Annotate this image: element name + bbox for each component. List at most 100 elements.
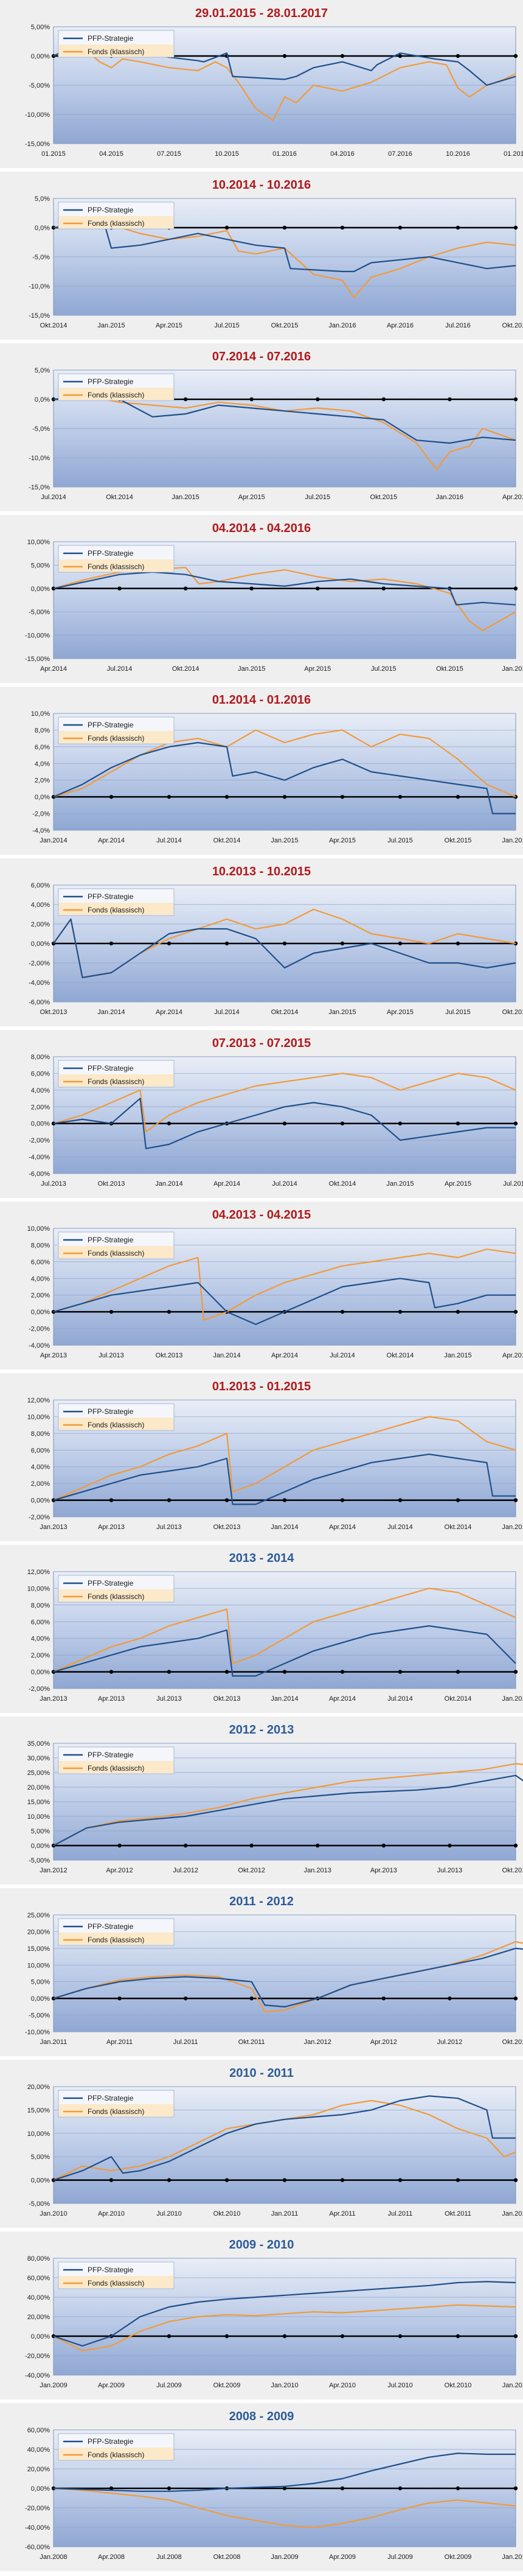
legend-entry: PFP-Strategie xyxy=(88,1751,134,1759)
zero-marker xyxy=(282,1498,287,1502)
x-tick-label: Jan.2015 xyxy=(172,494,199,501)
zero-marker xyxy=(513,1498,518,1502)
chart-title: 2011 - 2012 xyxy=(229,1895,294,1908)
x-tick-label: Jul.2012 xyxy=(173,1867,198,1874)
y-tick-label: -4,00% xyxy=(29,1154,50,1161)
y-tick-label: 20,00% xyxy=(27,2084,50,2091)
x-tick-label: Okt.2010 xyxy=(213,2210,241,2217)
legend-band xyxy=(59,1933,173,1945)
legend-entry: PFP-Strategie xyxy=(88,1407,134,1416)
y-tick-label: -2,00% xyxy=(29,960,50,967)
y-tick-label: 2,00% xyxy=(31,1292,50,1300)
y-tick-label: -4,00% xyxy=(29,1342,50,1349)
x-tick-label: Jul.2016 xyxy=(445,322,471,329)
x-tick-label: Apr.2014 xyxy=(40,665,67,673)
chart-title: 01.2013 - 01.2015 xyxy=(212,1380,311,1393)
chart-panel: 29.01.2015 - 28.01.2017 5,00% 0,00% -5,00% -… xyxy=(0,0,523,168)
series-line-strategy xyxy=(53,2095,516,2181)
zero-marker xyxy=(224,2178,229,2182)
y-tick-label: -2,00% xyxy=(29,1685,50,1693)
y-tick-label: 4,00% xyxy=(31,901,50,909)
x-tick-label: Okt.2010 xyxy=(445,2382,472,2389)
chart-title: 07.2013 - 07.2015 xyxy=(212,1037,311,1050)
y-tick-label: -10,00% xyxy=(25,2029,50,2036)
series-line-fund xyxy=(53,1073,516,1133)
series-line-strategy xyxy=(53,1454,516,1505)
x-tick-label: Okt.2015 xyxy=(271,322,299,329)
x-tick-label: Jul.2012 xyxy=(437,2039,463,2046)
x-tick-label: Jan.2013 xyxy=(40,1524,67,1531)
x-tick-label: Jan.2013 xyxy=(40,1695,67,1703)
chart-panel: 04.2014 - 04.2016 10,00% 5,00% 0,00% -5,00% -… xyxy=(0,515,523,683)
x-tick-label: 01.2017 xyxy=(504,150,523,158)
x-tick-label: 04.2016 xyxy=(330,150,355,158)
legend-band xyxy=(59,388,173,400)
x-tick-label: Okt.2014 xyxy=(271,1009,299,1016)
y-tick-label: 15,00% xyxy=(27,1799,50,1806)
chart-panel: 07.2014 - 07.2016 5,0% 0,0% -5,0% -10,0% -15,… xyxy=(0,343,523,511)
x-tick-label: Apr.2015 xyxy=(156,322,182,329)
y-tick-label: 2,00% xyxy=(31,921,50,928)
x-tick-label: Jul.2013 xyxy=(99,1352,124,1359)
x-tick-label: Okt.2013 xyxy=(213,1695,241,1703)
y-tick-label: 15,00% xyxy=(27,2107,50,2114)
zero-marker xyxy=(448,1843,452,1848)
series-line-fund xyxy=(53,1416,516,1501)
zero-marker xyxy=(455,1670,460,1674)
y-tick-label: -15,0% xyxy=(29,484,50,491)
zero-marker xyxy=(109,941,114,946)
legend-entry: Fonds (klassisch) xyxy=(88,906,144,914)
zero-marker xyxy=(117,1996,122,2001)
y-tick-label: -15,00% xyxy=(25,656,50,663)
x-tick-label: Okt.2008 xyxy=(213,2553,241,2561)
x-tick-label: Jan.2012 xyxy=(40,1867,67,1874)
y-tick-label: -5,00% xyxy=(29,1857,50,1864)
x-tick-label: Apr.2015 xyxy=(304,665,331,673)
legend-entry: PFP-Strategie xyxy=(88,892,134,901)
legend-entry: PFP-Strategie xyxy=(88,2094,134,2102)
x-tick-label: Okt.2013 xyxy=(40,1009,68,1016)
zero-marker xyxy=(167,2178,171,2182)
x-tick-label: 04.2015 xyxy=(99,150,123,158)
y-tick-label: -6,00% xyxy=(29,1171,50,1178)
legend-entry: PFP-Strategie xyxy=(88,2437,134,2446)
y-tick-label: 6,00% xyxy=(31,1447,50,1454)
x-tick-label: Jul.2014 xyxy=(387,1524,413,1531)
y-tick-label: -2,00% xyxy=(29,1326,50,1333)
zero-marker xyxy=(398,225,403,230)
x-tick-label: Apr.2014 xyxy=(156,1009,182,1016)
legend-entry: Fonds (klassisch) xyxy=(88,1077,144,1086)
x-tick-label: Jul.2014 xyxy=(272,1180,297,1188)
y-tick-label: -2,00% xyxy=(29,1514,50,1521)
legend-band xyxy=(59,2448,173,2460)
x-tick-label: Jan.2015 xyxy=(444,1352,471,1359)
x-tick-label: Okt.2014 xyxy=(106,494,133,501)
zero-marker xyxy=(249,1996,254,2001)
zero-marker xyxy=(455,225,460,230)
series-line-fund xyxy=(53,1763,523,1846)
zero-marker xyxy=(513,2178,518,2182)
x-tick-label: Jan.2015 xyxy=(386,1180,414,1188)
legend-entry: PFP-Strategie xyxy=(88,1064,134,1073)
zero-marker xyxy=(167,1309,171,1314)
y-tick-label: 10,00% xyxy=(27,539,50,546)
x-tick-label: Okt.2015 xyxy=(436,665,463,673)
zero-marker xyxy=(398,2334,403,2339)
chart-panel: 2008 - 2009 60,00% 40,00% 20,00% 0,00% -20,00… xyxy=(0,2403,523,2571)
zero-marker xyxy=(455,1121,460,1125)
zero-marker xyxy=(282,1121,287,1125)
y-tick-label: -15,0% xyxy=(29,312,50,320)
x-tick-label: Jul.2009 xyxy=(387,2553,413,2561)
x-tick-label: Jul.2013 xyxy=(156,1695,182,1703)
y-tick-label: 0,0% xyxy=(35,794,50,801)
zero-marker xyxy=(455,2334,460,2339)
x-tick-label: Jan.2016 xyxy=(436,494,463,501)
zero-marker xyxy=(167,941,171,946)
x-tick-label: Apr.2009 xyxy=(98,2382,125,2389)
zero-marker xyxy=(282,2486,287,2491)
zero-marker xyxy=(224,1498,229,1502)
x-tick-label: Jan.2015 xyxy=(238,665,265,673)
y-tick-label: -4,0% xyxy=(32,827,50,835)
y-tick-label: -5,0% xyxy=(32,254,50,261)
